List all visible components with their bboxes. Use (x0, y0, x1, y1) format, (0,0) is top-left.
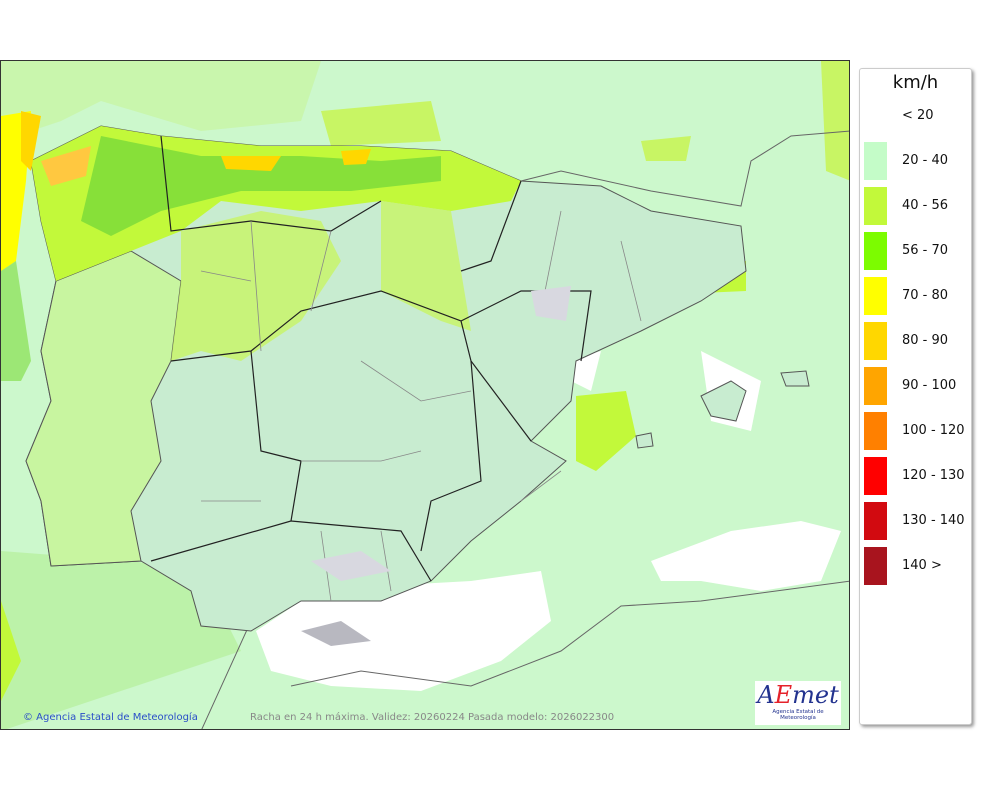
legend-unit: km/h (892, 72, 939, 93)
legend-label: 40 - 56 (902, 198, 949, 213)
legend-label: 120 - 130 (902, 468, 965, 483)
legend-label: 56 - 70 (902, 243, 949, 258)
legend-item: 140 > (864, 547, 964, 585)
legend-label: 90 - 100 (902, 378, 957, 393)
legend-item: 40 - 56 (864, 187, 964, 225)
legend-label: 140 > (902, 558, 942, 573)
aemet-logo: AEmet Agencia Estatal de Meteorología (755, 681, 841, 725)
legend-swatch (864, 457, 887, 495)
legend-swatch (864, 187, 887, 225)
legend: km/h < 20 20 - 40 40 - 56 56 - 70 70 - 80 80 … (859, 68, 972, 725)
legend-swatch (864, 142, 887, 180)
wind-gust-map: © Agencia Estatal de Meteorología Racha … (0, 60, 850, 730)
legend-swatch (864, 277, 887, 315)
legend-label: < 20 (902, 108, 934, 123)
legend-swatch (864, 547, 887, 585)
legend-label: 20 - 40 (902, 153, 949, 168)
legend-item: 120 - 130 (864, 457, 965, 495)
legend-label: 70 - 80 (902, 288, 949, 303)
legend-swatch (864, 502, 887, 540)
legend-swatch (864, 322, 887, 360)
legend-item: 130 - 140 (864, 502, 965, 540)
legend-swatch (864, 412, 887, 450)
legend-item: < 20 (864, 97, 964, 135)
legend-item: 80 - 90 (864, 322, 964, 360)
legend-item: 90 - 100 (864, 367, 964, 405)
legend-item: 70 - 80 (864, 277, 964, 315)
legend-label: 80 - 90 (902, 333, 949, 348)
logo-subtitle: Agencia Estatal de Meteorología (772, 709, 824, 721)
legend-label: 100 - 120 (902, 423, 965, 438)
legend-item: 56 - 70 (864, 232, 964, 270)
copyright-credit: © Agencia Estatal de Meteorología (23, 712, 198, 723)
map-graphic (1, 61, 849, 729)
legend-swatch (864, 232, 887, 270)
map-caption: Racha en 24 h máxima. Validez: 20260224 … (250, 712, 615, 723)
legend-item: 20 - 40 (864, 142, 964, 180)
legend-swatch (864, 367, 887, 405)
legend-label: 130 - 140 (902, 513, 965, 528)
legend-item: 100 - 120 (864, 412, 965, 450)
